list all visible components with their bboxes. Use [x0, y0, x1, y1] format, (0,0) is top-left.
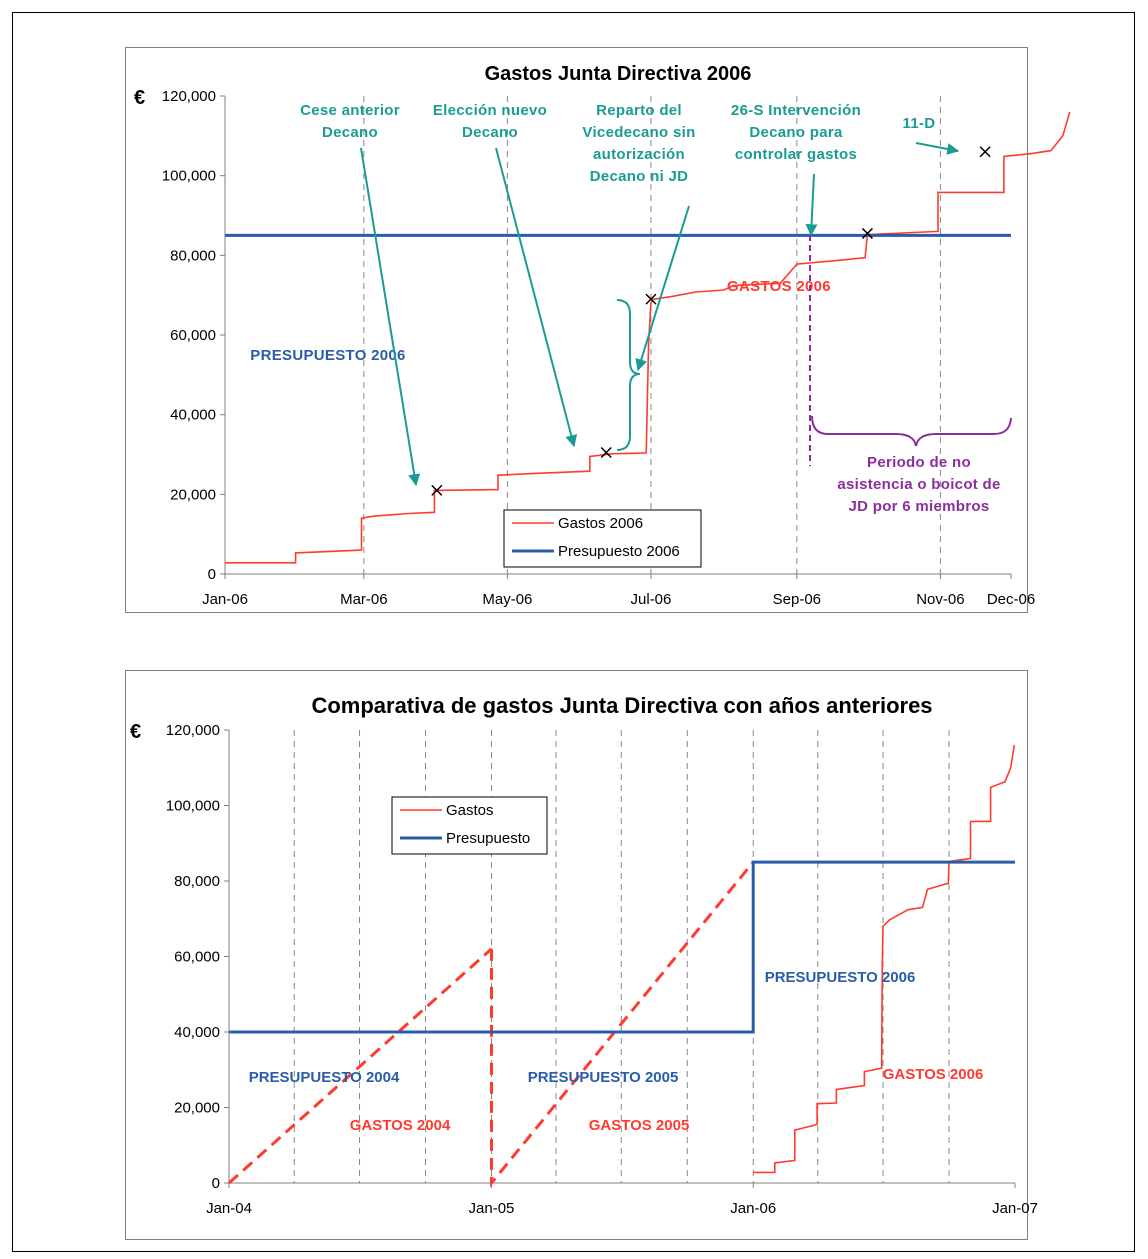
marker-2 [645, 293, 657, 305]
marker-0 [431, 484, 443, 496]
marker-3 [861, 227, 873, 239]
y-tick-label-0: 0 [212, 1175, 220, 1192]
x-tick-label-2: Jan-06 [730, 1200, 776, 1217]
annotation-arrow-4 [915, 142, 960, 155]
outer-frame [12, 12, 1135, 1252]
y-tick-label-2: 40,000 [174, 1024, 220, 1041]
annotation-2: PRESUPUESTO 2005 [528, 1069, 679, 1086]
y-tick-label-4: 80,000 [174, 873, 220, 890]
legend-box [391, 796, 548, 855]
y-tick-label-3: 60,000 [170, 327, 216, 344]
annotation-brace-teal [616, 299, 641, 451]
x-tick-label-1: Mar-06 [340, 591, 388, 608]
x-tick-label-2: May-06 [482, 591, 532, 608]
annotation-3-line-0: 26-S Intervención [731, 102, 861, 119]
y-axis-unit-label: € [134, 87, 145, 109]
y-tick-label-1: 20,000 [174, 1100, 220, 1117]
chart-gastos-2006-svg: Gastos Junta Directiva 2006 €0 20,000 40,00… [134, 63, 1071, 608]
series-gastos-2005 [490, 861, 755, 1188]
annotation-3-line-1: Decano para [749, 124, 843, 141]
chart-comparativa: Comparativa de gastos Junta Directiva co… [125, 670, 1038, 1240]
annotation-7-line-0: Periodo de no [867, 454, 971, 471]
annotation-3-line-2: controlar gastos [735, 146, 857, 163]
marker-4 [979, 146, 991, 158]
annotation-7-line-1: asistencia o boicot de [837, 476, 1000, 493]
y-tick-label-4: 80,000 [170, 247, 216, 264]
series-gastos-2004 [228, 947, 493, 1185]
chart-comparativa-svg: Comparativa de gastos Junta Directiva co… [130, 693, 1038, 1217]
annotation-0-line-1: Decano [322, 124, 378, 141]
annotation-brace-purple [811, 415, 1012, 447]
annotation-0: PRESUPUESTO 2004 [249, 1069, 400, 1086]
annotation-2-line-0: Reparto del [596, 102, 682, 119]
annotation-4: PRESUPUESTO 2006 [765, 969, 916, 986]
y-tick-label-0: 0 [208, 566, 216, 583]
chart-title: Gastos Junta Directiva 2006 [485, 63, 752, 85]
legend-label-1: Presupuesto 2006 [558, 543, 680, 560]
annotation-1-line-0: Elección nuevo [433, 102, 547, 119]
x-tick-label-0: Jan-06 [202, 591, 248, 608]
chart-gastos-2006: Gastos Junta Directiva 2006 €0 20,000 40,00… [125, 47, 1071, 613]
y-tick-label-1: 20,000 [170, 486, 216, 503]
annotation-arrow-3 [805, 173, 818, 237]
chart-title: Comparativa de gastos Junta Directiva co… [311, 693, 932, 718]
x-tick-label-6: Dec-06 [987, 591, 1035, 608]
y-tick-label-6: 120,000 [162, 88, 216, 105]
annotation-5-line-0: PRESUPUESTO 2006 [250, 347, 405, 364]
annotation-7-line-2: JD por 6 miembros [849, 498, 990, 515]
annotation-6-line-0: GASTOS 2006 [727, 278, 831, 295]
annotation-2-line-1: Vicedecano sin [582, 124, 695, 141]
legend-label-0: Gastos [446, 802, 494, 819]
y-tick-label-3: 60,000 [174, 949, 220, 966]
annotation-arrow-1 [495, 147, 578, 448]
x-tick-label-3: Jan-07 [992, 1200, 1038, 1217]
annotation-3: GASTOS 2005 [589, 1117, 690, 1134]
y-tick-label-6: 120,000 [166, 722, 220, 739]
legend-box [503, 509, 702, 568]
annotation-1-line-1: Decano [462, 124, 518, 141]
marker-1 [600, 446, 612, 459]
annotation-2-line-3: Decano ni JD [590, 168, 689, 185]
annotation-arrow-2 [635, 205, 690, 372]
y-tick-label-5: 100,000 [166, 798, 220, 815]
x-tick-label-0: Jan-04 [206, 1200, 252, 1217]
annotation-0-line-0: Cese anterior [300, 102, 400, 119]
y-tick-label-5: 100,000 [162, 168, 216, 185]
x-tick-label-4: Sep-06 [773, 591, 821, 608]
series-presupuesto [229, 860, 1015, 1034]
x-tick-label-1: Jan-05 [469, 1200, 515, 1217]
legend-label-1: Presupuesto [446, 830, 530, 847]
annotation-4-line-0: 11-D [903, 115, 936, 132]
series-gastos [753, 744, 1016, 1174]
annotation-1: GASTOS 2004 [350, 1117, 451, 1134]
annotation-2-line-2: autorización [593, 146, 685, 163]
x-tick-label-5: Nov-06 [916, 591, 964, 608]
x-tick-label-3: Jul-06 [631, 591, 672, 608]
series-gastos-2006 [225, 111, 1071, 564]
y-tick-label-2: 40,000 [170, 407, 216, 424]
annotation-arrow-0 [360, 147, 421, 487]
annotation-5: GASTOS 2006 [883, 1066, 984, 1083]
legend-label-0: Gastos 2006 [558, 515, 643, 532]
y-axis-unit-label: € [130, 721, 141, 743]
